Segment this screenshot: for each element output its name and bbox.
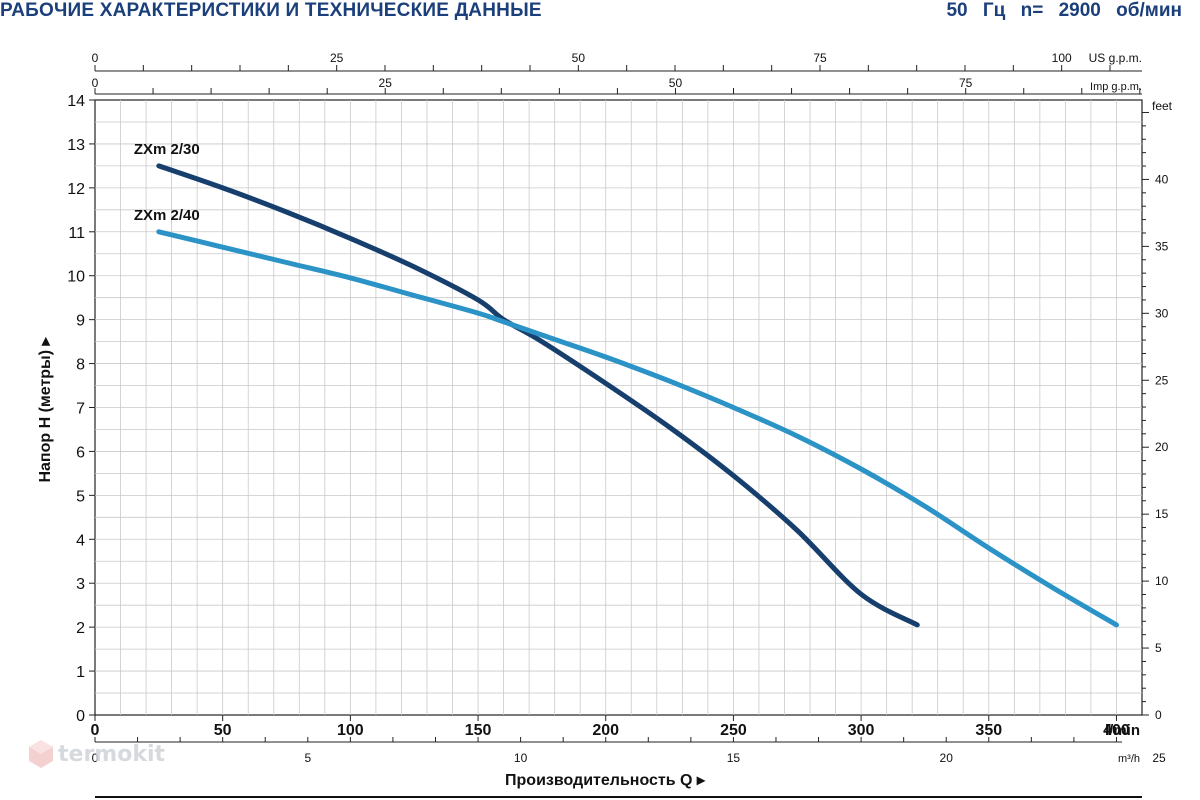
m3h-tick-label: 0 — [92, 751, 99, 765]
series-line-zxm-2-30 — [156, 163, 920, 628]
series-label: ZXm 2/40 — [134, 207, 200, 224]
us-gpm-tick-label: 100 — [1052, 51, 1072, 65]
x-tick-label: 400 — [1103, 722, 1130, 739]
imp-gpm-tick-label: 50 — [669, 76, 683, 90]
page-title: РАБОЧИЕ ХАРАКТЕРИСТИКИ И ТЕХНИЧЕСКИЕ ДАН… — [0, 0, 542, 21]
y-tick-label: 14 — [67, 93, 85, 110]
watermark-text: termokit — [58, 741, 166, 767]
m3h-tick-label: 15 — [727, 751, 741, 765]
x-axis-title: Производительность Q ▸ — [505, 772, 706, 789]
feet-tick-label: 25 — [1155, 373, 1169, 387]
termokit-logo-icon — [29, 740, 53, 768]
y-tick-label: 6 — [76, 444, 85, 461]
y-tick-label: 0 — [76, 708, 85, 725]
y-tick-label: 13 — [67, 137, 85, 154]
us-gpm-unit-label: US g.p.m. — [1089, 51, 1142, 65]
us-gpm-tick-label: 50 — [572, 51, 586, 65]
x-tick-label: 0 — [91, 722, 100, 739]
x-tick-label: 50 — [214, 722, 232, 739]
x-unit-label: l/min — [1105, 722, 1140, 739]
m3h-tick-label: 5 — [304, 751, 311, 765]
pump-spec: 50 Гц n= 2900 об/мин — [946, 0, 1182, 21]
us-gpm-tick-label: 75 — [813, 51, 827, 65]
feet-tick-label: 5 — [1155, 641, 1162, 655]
m3h-tick-label: 25 — [1152, 751, 1166, 765]
feet-tick-label: 40 — [1155, 172, 1169, 186]
x-tick-label: 350 — [975, 722, 1002, 739]
x-tick-label: 200 — [592, 722, 619, 739]
us-gpm-tick-label: 25 — [330, 51, 344, 65]
y-tick-label: 3 — [76, 576, 85, 593]
imp-gpm-tick-label: 75 — [959, 76, 973, 90]
y-tick-label: 5 — [76, 488, 85, 505]
y-tick-label: 7 — [76, 401, 85, 418]
feet-tick-label: 20 — [1155, 440, 1169, 454]
feet-tick-label: 35 — [1155, 239, 1169, 253]
y-axis-title: Напор H (метры) ▸ — [37, 337, 54, 483]
series-label: ZXm 2/30 — [134, 141, 200, 158]
feet-tick-label: 15 — [1155, 507, 1169, 521]
y-tick-label: 1 — [76, 664, 85, 681]
m3h-tick-label: 20 — [940, 751, 954, 765]
feet-unit-label: feet — [1152, 99, 1173, 113]
imp-gpm-unit-label: Imp g.p.m. — [1090, 81, 1142, 93]
m3h-tick-label: 10 — [514, 751, 528, 765]
feet-tick-label: 30 — [1155, 306, 1169, 320]
y-tick-label: 10 — [67, 269, 85, 286]
imp-gpm-tick-label: 0 — [92, 76, 99, 90]
feet-tick-label: 10 — [1155, 574, 1169, 588]
m3h-unit-label: m³/h — [1118, 753, 1140, 765]
feet-tick-label: 0 — [1155, 708, 1162, 722]
y-tick-label: 8 — [76, 357, 85, 374]
us-gpm-tick-label: 0 — [92, 51, 99, 65]
y-tick-label: 4 — [76, 532, 85, 549]
x-tick-label: 150 — [465, 722, 492, 739]
x-tick-label: 100 — [337, 722, 364, 739]
series-line-zxm-2-40 — [156, 229, 1119, 628]
watermark: termokit — [28, 739, 165, 769]
y-tick-label: 9 — [76, 313, 85, 330]
y-tick-label: 12 — [67, 181, 85, 198]
x-tick-label: 250 — [720, 722, 747, 739]
y-tick-label: 2 — [76, 620, 85, 637]
y-tick-label: 11 — [68, 225, 85, 242]
imp-gpm-tick-label: 25 — [379, 76, 393, 90]
x-tick-label: 300 — [848, 722, 875, 739]
